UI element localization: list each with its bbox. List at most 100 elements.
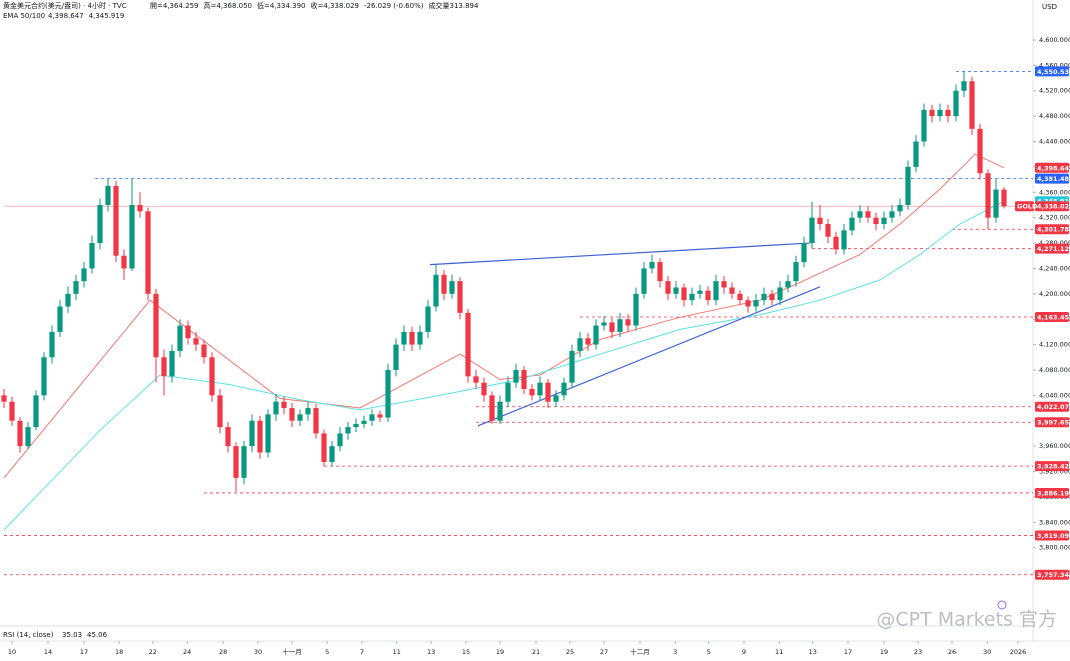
candle-body — [841, 230, 847, 250]
candle-body — [489, 395, 495, 421]
price-tag-label: 4,381.484 — [1037, 175, 1070, 183]
candle-body — [537, 382, 543, 396]
watermark: @CPT Markets 官方 — [876, 609, 1057, 631]
symbol-title: 黄金美元合约(美元/盎司) · 4小时 · TVC — [3, 1, 127, 10]
x-tick-label: 28 — [219, 648, 227, 656]
candle-body — [921, 109, 927, 142]
candle-body — [65, 293, 71, 307]
price-tag — [1035, 530, 1069, 541]
x-tick-label: 19 — [880, 648, 888, 656]
indicator-name: EMA 50/100 — [3, 12, 45, 20]
candle-body — [929, 109, 935, 117]
price-tag-label: 3,997.658 — [1037, 419, 1070, 427]
candle-body — [41, 357, 47, 396]
candle-body — [865, 211, 871, 218]
candle-body — [33, 395, 39, 428]
candle-body — [937, 109, 943, 117]
x-tick-label: 13 — [809, 648, 817, 656]
candle-body — [897, 204, 903, 212]
candle-body — [801, 243, 807, 263]
candle-body — [521, 369, 527, 390]
price-tag-label: 3,928.420 — [1037, 463, 1070, 471]
price-tag-label: 4,022.075 — [1037, 403, 1070, 411]
x-tick-label: 3 — [673, 648, 677, 656]
candle-body — [505, 382, 511, 402]
candle-body — [729, 287, 735, 294]
currency: USD — [1042, 3, 1057, 11]
candle-body — [737, 293, 743, 301]
y-tick-label: 4,280.000 — [1039, 239, 1070, 247]
candle-body — [673, 287, 679, 294]
price-tag — [1035, 487, 1069, 498]
x-tick-label: 14 — [44, 648, 52, 656]
candle-body — [513, 369, 519, 383]
x-tick-label: 17 — [80, 648, 88, 656]
price-tag — [1035, 401, 1069, 412]
price-tag — [1035, 569, 1069, 580]
x-tick-label: 25 — [566, 648, 574, 656]
candle-body — [185, 325, 191, 339]
price-tag — [1035, 461, 1069, 472]
indicator-value: 4,398.647 — [48, 12, 84, 20]
candle-body — [665, 281, 671, 294]
candle-body — [393, 344, 399, 370]
candle-body — [465, 312, 471, 377]
price-tag-label: 4,338.029 — [1037, 203, 1070, 211]
rsi-value: 35.03 — [62, 631, 82, 639]
candle-body — [833, 236, 839, 250]
candle-body — [761, 293, 767, 301]
y-tick-label: 4,480.000 — [1039, 112, 1070, 120]
candle-body — [273, 401, 279, 415]
candle-body — [297, 414, 303, 421]
candle-body — [825, 224, 831, 237]
candle-body — [417, 331, 423, 345]
price-tag-label: 4,301.788 — [1037, 226, 1070, 234]
candle-body — [681, 287, 687, 301]
candle-body — [81, 268, 87, 282]
candle-body — [881, 217, 887, 225]
candle-body — [89, 243, 95, 269]
candle-body — [777, 287, 783, 301]
candle-body — [121, 255, 127, 269]
candle-body — [129, 204, 135, 269]
candle-body — [809, 217, 815, 244]
ohlc-value: 收=4,338.029 — [311, 1, 360, 10]
candle-body — [913, 141, 919, 167]
candle-body — [705, 290, 711, 301]
candle-body — [617, 319, 623, 332]
candle-body — [385, 369, 391, 418]
x-tick-label: 11 — [775, 648, 783, 656]
ohlc-value: -26.029 (-0.60%) — [364, 2, 424, 10]
x-tick-label: 17 — [844, 648, 852, 656]
candle-body — [265, 414, 271, 453]
candle-body — [857, 211, 863, 218]
candle-body — [1, 395, 7, 402]
candle-body — [745, 300, 751, 307]
x-tick-label: 10 — [8, 648, 16, 656]
x-tick-label: 22 — [149, 648, 157, 656]
candle-body — [313, 408, 319, 434]
candle-body — [785, 281, 791, 288]
candle-body — [409, 331, 415, 345]
candle-body — [217, 395, 223, 428]
x-tick-label: 23 — [914, 648, 922, 656]
x-tick-label: 5 — [325, 648, 329, 656]
candle-body — [113, 185, 119, 256]
candle-body — [17, 420, 23, 447]
rsi-value: 45.06 — [87, 631, 108, 639]
candle-body — [289, 408, 295, 421]
price-tag — [1035, 173, 1069, 184]
ohlc-value: 高=4,368.050 — [204, 1, 253, 10]
y-tick-label: 4,240.000 — [1039, 264, 1070, 272]
y-tick-label: 4,560.000 — [1039, 61, 1070, 69]
candle-body — [145, 211, 151, 294]
y-tick-label: 3,800.000 — [1039, 544, 1070, 552]
ohlc-value: 開=4,364.259 — [150, 2, 199, 10]
candle-body — [793, 262, 799, 282]
candle-body — [353, 423, 359, 428]
candle-body — [473, 376, 479, 383]
candle-body — [281, 401, 287, 409]
candle-body — [249, 420, 255, 447]
x-tick-label: 7 — [360, 648, 364, 656]
y-tick-label: 4,080.000 — [1039, 366, 1070, 374]
